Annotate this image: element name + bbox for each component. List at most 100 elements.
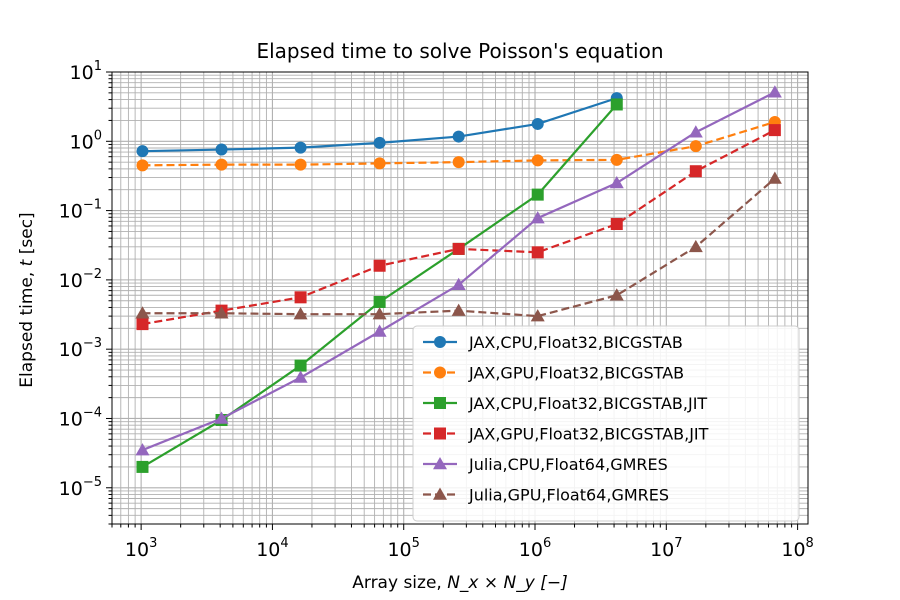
data-point	[372, 307, 387, 320]
y-tick-label-base: 10	[70, 62, 94, 84]
data-point	[373, 295, 386, 308]
x-tick-label: 103	[125, 536, 157, 561]
legend-marker	[434, 427, 446, 440]
data-point	[609, 176, 624, 189]
data-point	[689, 140, 702, 153]
y-tick-label-base: 10	[59, 339, 83, 361]
data-point	[610, 153, 623, 166]
x-tick-label: 106	[519, 536, 551, 561]
y-tick-label: 100	[70, 128, 102, 153]
legend-item: JAX,CPU,Float32,BICGSTAB	[423, 333, 683, 352]
data-point	[214, 411, 229, 424]
data-point	[768, 124, 781, 137]
data-point	[531, 188, 544, 201]
data-point	[136, 460, 149, 473]
y-axis-label-suffix: [sec]	[17, 212, 37, 259]
data-point	[451, 277, 466, 291]
data-point	[294, 158, 307, 171]
legend-marker	[434, 336, 446, 348]
data-point	[294, 359, 307, 372]
series-6	[135, 171, 782, 322]
data-point	[373, 136, 386, 149]
y-tick-label-exponent: 0	[94, 128, 102, 143]
y-tick-label: 101	[70, 59, 102, 84]
x-tick-label: 105	[387, 536, 419, 561]
x-axis-label-prefix: Array size,	[352, 573, 447, 593]
y-tick-label: 10−3	[59, 336, 102, 361]
legend-item: JAX,GPU,Float32,BICGSTAB,JIT	[423, 425, 709, 444]
data-point	[214, 306, 229, 319]
data-point	[452, 156, 465, 169]
data-point	[135, 443, 150, 456]
y-tick-label-exponent: −4	[83, 405, 102, 420]
x-tick-label-base: 10	[387, 539, 411, 561]
legend-label: JAX,CPU,Float32,BICGSTAB,JIT	[468, 394, 707, 413]
x-tick-label-base: 10	[125, 539, 149, 561]
x-tick-label-base: 10	[519, 539, 543, 561]
legend-label: JAX,CPU,Float32,BICGSTAB	[468, 333, 683, 352]
data-point	[452, 242, 465, 255]
y-tick-label-exponent: −3	[83, 336, 102, 351]
data-point	[451, 303, 466, 316]
legend-label: JAX,GPU,Float32,BICGSTAB	[468, 364, 684, 383]
y-tick-label: 10−5	[59, 475, 102, 500]
data-point	[135, 306, 150, 319]
y-tick-label-exponent: 1	[94, 59, 102, 74]
x-tick-label: 107	[650, 536, 682, 561]
x-tick-label: 108	[781, 536, 813, 561]
y-tick-label-exponent: −1	[83, 198, 102, 213]
y-tick-label: 10−4	[59, 405, 102, 430]
legend-item: JAX,CPU,Float32,BICGSTAB,JIT	[423, 394, 707, 413]
data-point	[688, 239, 703, 253]
y-tick-label-base: 10	[59, 201, 83, 223]
x-tick-label-base: 10	[256, 539, 280, 561]
data-point	[609, 288, 624, 301]
y-tick-label-base: 10	[59, 408, 83, 430]
data-point	[610, 218, 623, 231]
x-tick-label-exponent: 6	[543, 536, 551, 551]
y-axis-label-math: t	[17, 258, 37, 266]
x-tick-label-exponent: 5	[412, 536, 420, 551]
data-point	[215, 143, 228, 156]
x-tick-label-base: 10	[781, 539, 805, 561]
legend: JAX,CPU,Float32,BICGSTAB JAX,GPU,Float32,…	[412, 325, 800, 522]
legend-marker	[433, 487, 447, 500]
legend-marker	[434, 366, 446, 379]
y-tick-label-base: 10	[59, 270, 83, 292]
y-tick-label-base: 10	[59, 478, 83, 500]
data-point	[215, 158, 228, 171]
chart-title: Elapsed time to solve Poisson's equation	[256, 39, 663, 63]
x-tick-label: 104	[256, 536, 288, 561]
data-point	[293, 370, 308, 383]
legend-item: JAX,GPU,Float32,BICGSTAB	[423, 364, 684, 383]
x-axis-label-math: N_x × N_y [−]	[447, 573, 568, 593]
x-tick-label-exponent: 8	[806, 536, 814, 551]
axis-ticks: 103 104 105 106 107 10810−510−410−310−210−110…	[59, 59, 814, 561]
data-point	[136, 159, 149, 172]
data-point	[136, 145, 149, 158]
y-tick-label: 10−2	[59, 267, 102, 292]
data-point	[372, 324, 387, 337]
y-tick-label-base: 10	[70, 131, 94, 153]
legend-marker	[433, 457, 447, 470]
data-point	[531, 246, 544, 259]
data-point	[530, 211, 545, 224]
data-point	[293, 307, 308, 320]
x-tick-label-exponent: 4	[280, 536, 288, 551]
y-axis-label-prefix: Elapsed time,	[17, 266, 37, 387]
x-tick-label-exponent: 3	[149, 536, 157, 551]
series-5	[135, 85, 782, 456]
data-point	[294, 291, 307, 304]
data-point	[136, 318, 149, 331]
data-point	[767, 85, 782, 98]
legend-label: JAX,GPU,Float32,BICGSTAB,JIT	[468, 425, 709, 444]
series-group	[135, 85, 782, 473]
data-point	[373, 259, 386, 272]
y-tick-label: 10−1	[59, 198, 102, 223]
data-point	[531, 117, 544, 130]
data-point	[530, 309, 545, 322]
x-tick-label-exponent: 7	[674, 536, 682, 551]
x-tick-label-base: 10	[650, 539, 674, 561]
